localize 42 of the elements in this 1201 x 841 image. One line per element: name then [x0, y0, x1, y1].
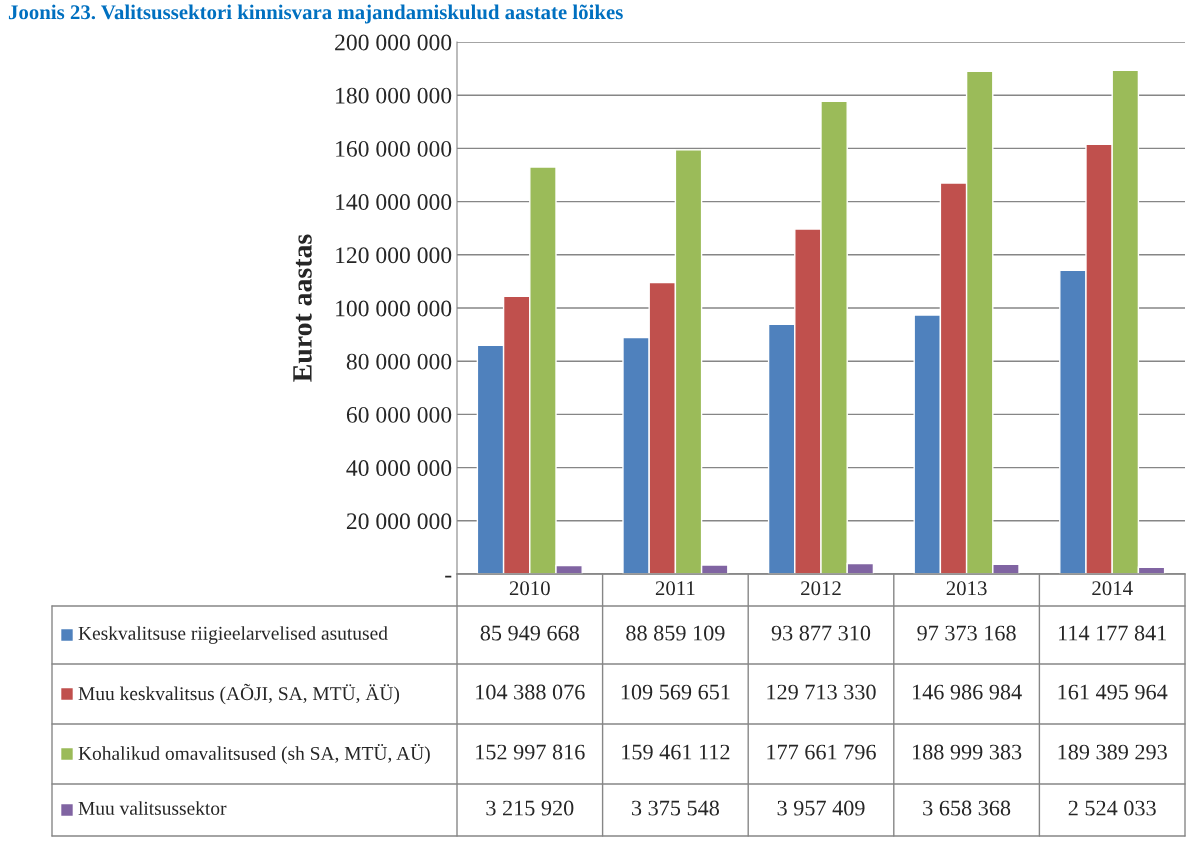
y-tick-label: - [445, 575, 452, 578]
data-label: 114 177 841 [1059, 625, 1167, 641]
data-label: 3 375 548 [632, 800, 719, 816]
y-tick-label: 160 000 000 [336, 140, 452, 157]
y-tick-label: 120 000 000 [336, 247, 452, 264]
data-label: 85 949 668 [480, 625, 579, 641]
legend-label: Kohalikud omavalitsused (sh SA, MTÜ, AÜ) [78, 744, 430, 764]
y-tick-label: 180 000 000 [336, 87, 452, 104]
data-label: 88 859 109 [626, 625, 725, 641]
data-label: 3 215 920 [486, 800, 574, 816]
data-label: 189 389 293 [1058, 744, 1167, 760]
data-label: 3 957 409 [777, 800, 865, 816]
y-tick-label: 60 000 000 [346, 406, 452, 423]
data-label: 109 569 651 [621, 684, 730, 700]
data-label: 146 986 984 [913, 684, 1022, 700]
data-label: 129 713 330 [767, 684, 876, 700]
legend-label: Muu valitsussektor [78, 801, 227, 815]
data-label: 104 388 076 [476, 684, 585, 700]
y-axis-title: Eurot aastas [293, 234, 312, 382]
chart-title: Joonis 23. Valitsussektori kinnisvara majandamiskulud aastate lõikes [8, 4, 623, 24]
y-tick-label: 40 000 000 [346, 460, 452, 477]
x-tick-label: 2014 [1092, 581, 1133, 596]
x-tick-label: 2011 [655, 581, 695, 596]
legend-label: Keskvalitsuse riigieelarvelised asutused [78, 626, 388, 644]
y-tick-label: 80 000 000 [346, 353, 452, 370]
data-label: 97 373 168 [917, 625, 1016, 641]
y-tick-label: 20 000 000 [346, 513, 452, 530]
data-label: 152 997 816 [476, 744, 585, 760]
data-label: 93 877 310 [771, 625, 871, 641]
y-tick-label: 100 000 000 [336, 300, 452, 317]
data-label: 177 661 796 [767, 744, 876, 760]
x-tick-label: 2012 [801, 581, 841, 596]
data-label: 3 658 368 [923, 800, 1011, 816]
y-tick-label: 140 000 000 [336, 194, 452, 211]
data-label: 2 524 033 [1068, 800, 1156, 816]
y-tick-label: 200 000 000 [335, 34, 452, 51]
x-tick-label: 2010 [509, 581, 550, 596]
data-label: 159 461 112 [622, 744, 730, 760]
legend-label: Muu keskvalitsus (AÕJI, SA, MTÜ, ÄÜ) [78, 683, 400, 705]
x-tick-label: 2013 [946, 581, 987, 596]
data-label: 188 999 383 [913, 744, 1022, 760]
data-label: 161 495 964 [1058, 684, 1168, 700]
